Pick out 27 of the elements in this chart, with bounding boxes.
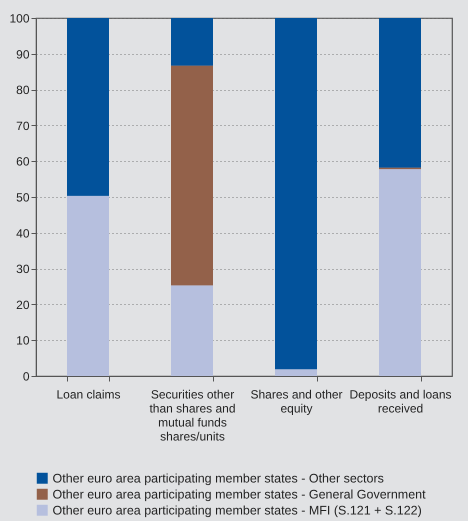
y-tick-label: 20 (16, 298, 30, 312)
bar (275, 369, 317, 376)
x-tick-label: Securities other than shares and mutual funds shares/units (149, 388, 236, 444)
x-tick-label: Deposits and loans received (349, 388, 452, 416)
y-tick-label: 100 (9, 12, 30, 26)
bar (67, 196, 109, 376)
bar (67, 18, 109, 196)
y-tick-label: 0 (22, 370, 30, 384)
legend-label: Other euro area participating member states - MFI (S.121 + S.122) (52, 503, 422, 518)
y-tick-label: 40 (16, 226, 30, 240)
x-tick-label: Loan claims (56, 388, 121, 402)
legend-label: Other euro area participating member states - General Government (52, 487, 426, 502)
y-tick-label: 50 (16, 190, 30, 204)
bar (171, 285, 213, 376)
y-tick-label: 80 (16, 83, 30, 98)
y-tick-label: 30 (16, 262, 30, 276)
bar (379, 18, 421, 168)
x-tick-label: Shares and other equity (250, 388, 343, 416)
y-tick-label: 10 (16, 334, 30, 348)
y-tick-label: 60 (16, 154, 30, 169)
bar (171, 66, 213, 286)
bar (171, 18, 213, 66)
y-tick-label: 70 (16, 118, 30, 133)
legend-label: Other euro area participating member states - Other sectors (52, 471, 384, 486)
bar (379, 169, 421, 376)
bar (275, 18, 317, 370)
y-tick-label: 90 (16, 47, 30, 62)
